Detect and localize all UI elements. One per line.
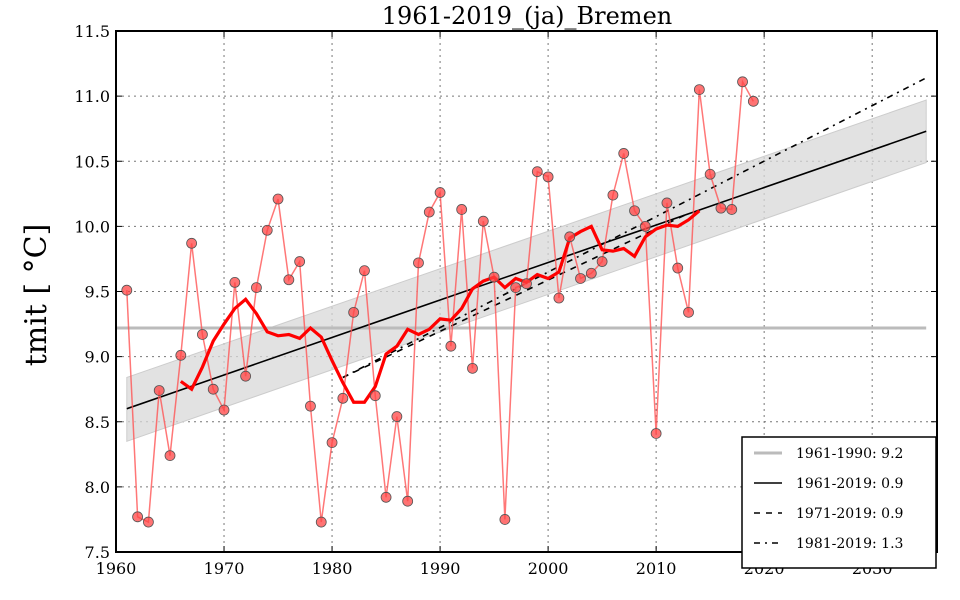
y-tick-label: 10.5 bbox=[74, 152, 110, 171]
legend-label: 1981-2019: 1.3 bbox=[796, 536, 903, 552]
data-point bbox=[661, 197, 673, 209]
legend-box bbox=[741, 436, 937, 569]
y-tick-label: 8.5 bbox=[85, 413, 110, 432]
data-point bbox=[218, 404, 230, 416]
chart-title: 1961-2019_(ja)_Bremen bbox=[382, 2, 672, 30]
data-point bbox=[704, 168, 716, 180]
data-point bbox=[510, 282, 522, 293]
data-point bbox=[585, 267, 597, 279]
data-point bbox=[315, 516, 327, 528]
y-tick-label: 9.0 bbox=[85, 348, 110, 367]
data-point bbox=[294, 256, 306, 267]
data-point bbox=[726, 204, 738, 215]
x-tick-label: 1960 bbox=[96, 559, 137, 578]
data-point bbox=[132, 511, 144, 523]
data-point bbox=[672, 262, 684, 274]
data-point bbox=[143, 516, 154, 528]
legend-label: 1971-2019: 0.9 bbox=[796, 506, 903, 522]
data-point bbox=[175, 349, 187, 361]
data-point bbox=[737, 76, 748, 88]
x-tick-label: 2000 bbox=[528, 559, 569, 578]
data-point bbox=[348, 306, 360, 318]
data-point bbox=[650, 428, 662, 439]
data-point bbox=[186, 237, 198, 249]
data-point bbox=[380, 491, 392, 503]
legend-label: 1961-1990: 9.2 bbox=[796, 446, 903, 462]
data-point bbox=[413, 257, 424, 269]
data-point bbox=[456, 204, 468, 215]
data-point bbox=[240, 370, 252, 382]
data-point bbox=[596, 256, 608, 267]
y-tick-label: 9.5 bbox=[85, 283, 110, 302]
legend: 1961-1990: 9.2 1961-2019: 0.9 1971-2019: 0… bbox=[741, 436, 937, 569]
data-point bbox=[575, 273, 586, 284]
y-axis-label: tmit [ °C] bbox=[19, 224, 54, 367]
data-point bbox=[747, 95, 759, 107]
running-mean-line bbox=[179, 209, 701, 404]
data-point bbox=[391, 411, 403, 422]
data-point bbox=[618, 148, 630, 159]
trend-lines bbox=[126, 77, 927, 410]
data-point bbox=[261, 224, 273, 236]
data-point bbox=[553, 292, 565, 304]
data-point bbox=[564, 231, 576, 243]
data-point bbox=[283, 274, 295, 286]
data-point bbox=[229, 276, 241, 288]
data-point bbox=[121, 284, 133, 296]
y-tick-label: 10.0 bbox=[74, 217, 110, 236]
data-point bbox=[359, 265, 370, 277]
data-point bbox=[251, 282, 262, 293]
data-point bbox=[326, 437, 338, 448]
data-point bbox=[499, 514, 511, 525]
data-point bbox=[337, 392, 349, 404]
plot-frame bbox=[115, 30, 938, 553]
data-series bbox=[121, 76, 759, 528]
data-point bbox=[467, 362, 478, 374]
data-point bbox=[164, 450, 176, 462]
data-point bbox=[607, 189, 619, 201]
x-tick-label: 1970 bbox=[204, 559, 245, 578]
data-point bbox=[683, 306, 694, 318]
trend-line-solid bbox=[126, 130, 927, 410]
data-point bbox=[272, 193, 284, 205]
data-point bbox=[434, 187, 446, 198]
data-point bbox=[477, 215, 489, 227]
y-tick-label: 8.0 bbox=[85, 478, 110, 497]
y-tick-label: 11.0 bbox=[74, 87, 110, 106]
data-point bbox=[197, 329, 208, 340]
y-tick-label: 7.5 bbox=[85, 543, 110, 562]
data-point bbox=[402, 495, 414, 507]
data-point bbox=[369, 390, 381, 402]
data-point bbox=[445, 340, 457, 352]
data-point bbox=[423, 206, 435, 218]
data-point bbox=[521, 278, 532, 290]
data-point bbox=[153, 385, 165, 396]
data-point bbox=[639, 220, 651, 232]
legend-label: 1961-2019: 0.9 bbox=[796, 476, 903, 492]
trend-line-dashed bbox=[342, 212, 689, 379]
data-point bbox=[542, 171, 554, 183]
x-tick-label: 1990 bbox=[420, 559, 461, 578]
trend-line-dashdot bbox=[342, 77, 927, 379]
data-point bbox=[305, 400, 316, 412]
data-point bbox=[629, 205, 640, 217]
data-point bbox=[531, 166, 543, 178]
data-point bbox=[207, 383, 219, 395]
x-tick-label: 2010 bbox=[636, 559, 677, 578]
x-tick-label: 1980 bbox=[312, 559, 353, 578]
data-point bbox=[715, 202, 727, 214]
data-point bbox=[693, 84, 705, 96]
y-tick-label: 11.5 bbox=[74, 22, 110, 41]
data-point bbox=[488, 271, 500, 283]
